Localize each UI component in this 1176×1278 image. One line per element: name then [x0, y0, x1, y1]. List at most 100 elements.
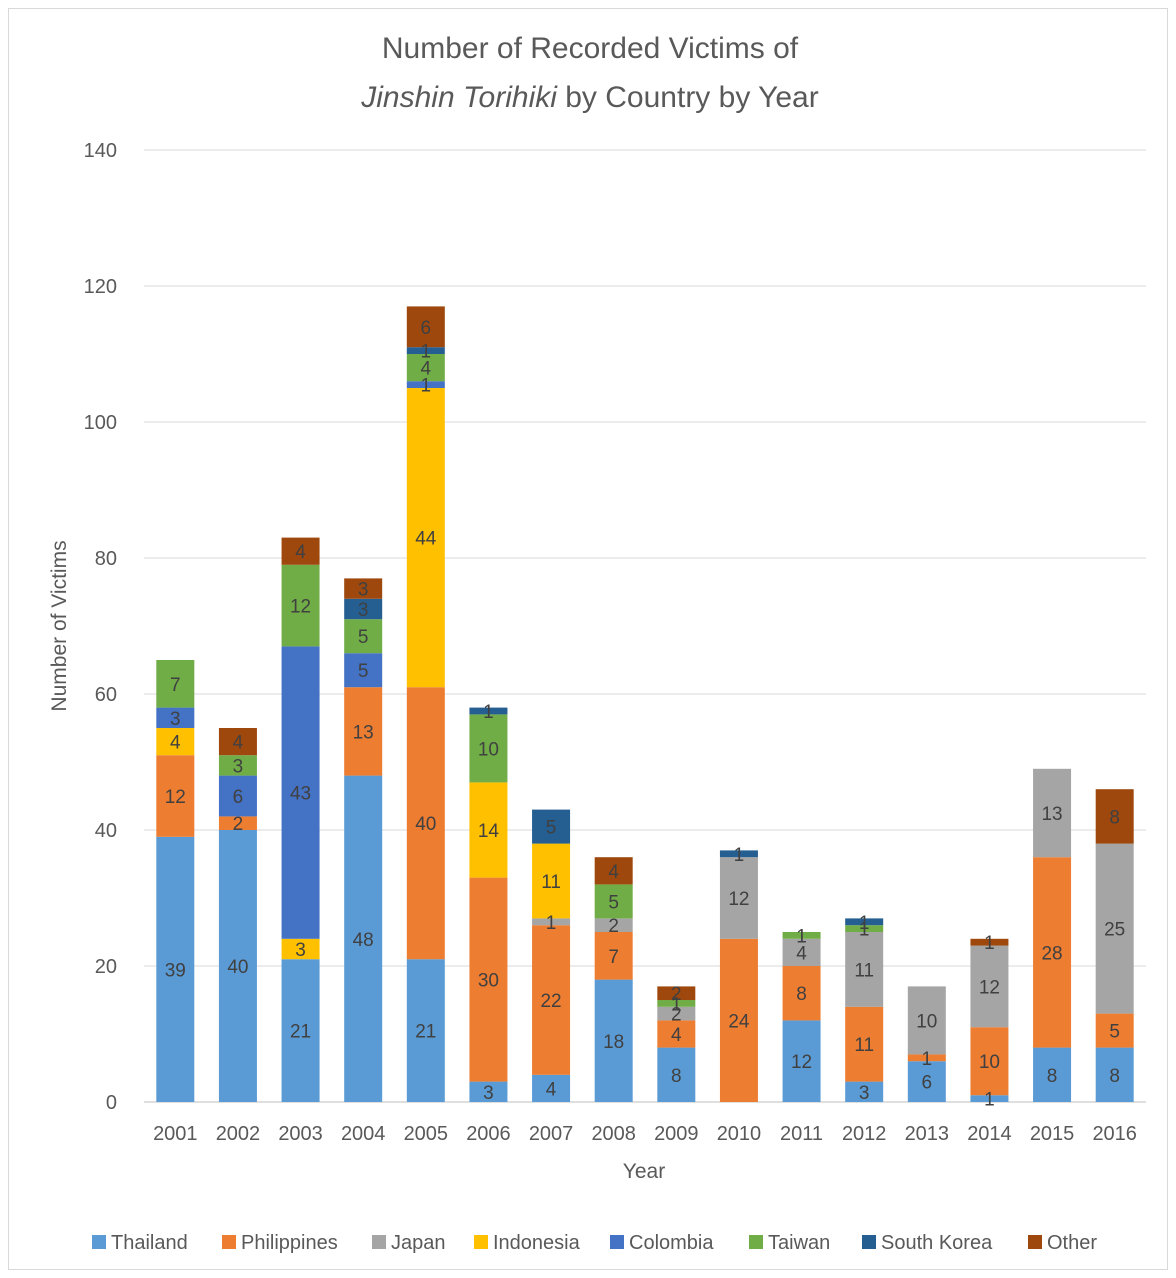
bar-segment: [469, 714, 508, 783]
chart-title-italic-part: Jinshin Torihiki: [360, 81, 558, 114]
bar-segment: [406, 354, 445, 382]
bar-segment: [657, 1006, 696, 1021]
x-tick-label: 2003: [278, 1123, 323, 1145]
data-label: 22: [540, 991, 561, 1012]
bar-segment: [218, 728, 257, 756]
bar-segment: [406, 381, 445, 388]
bar-segment: [594, 979, 633, 1102]
bar-segment: [281, 646, 320, 939]
data-label: 39: [165, 960, 186, 981]
data-label: 40: [227, 957, 248, 978]
bar-segment: [156, 755, 195, 837]
y-tick-label: 60: [95, 684, 117, 706]
bar-segment: [1095, 1013, 1134, 1048]
legend: Thailand Philippines Japan Indonesia Colombi…: [92, 1232, 1097, 1254]
bar-segment: [719, 850, 758, 858]
y-axis-title: Number of Victims: [48, 540, 71, 711]
data-label: 12: [979, 977, 1000, 998]
bar-segment: [719, 857, 758, 939]
data-label: 1: [546, 913, 557, 934]
x-tick-label: 2015: [1030, 1123, 1075, 1145]
data-label: 12: [728, 889, 749, 910]
x-tick-label: 2001: [153, 1123, 198, 1145]
data-labels: 3912437402634213431244813553321404414163…: [165, 318, 1126, 1111]
data-label: 6: [922, 1073, 933, 1094]
bars: [156, 306, 1134, 1102]
legend-label: Taiwan: [768, 1232, 830, 1254]
bar-segment: [218, 830, 257, 1102]
data-label: 1: [859, 913, 870, 934]
bar-segment: [406, 306, 445, 348]
data-label: 2: [608, 916, 619, 937]
bar-segment: [281, 938, 320, 960]
data-label: 4: [796, 943, 807, 964]
x-tick-label: 2016: [1092, 1123, 1137, 1145]
data-label: 2: [671, 1005, 682, 1026]
chart-title-rest-part: by Country by Year: [557, 81, 819, 114]
y-tick-label: 140: [84, 140, 117, 162]
bar-segment: [406, 959, 445, 1102]
data-label: 1: [922, 1049, 933, 1070]
bar-segment: [344, 687, 383, 776]
y-tick-label: 120: [84, 276, 117, 298]
bar-segment: [594, 918, 633, 932]
x-tick-label: 2005: [404, 1123, 449, 1145]
chart-title-line1: Number of Recorded Victims of: [382, 32, 799, 65]
bar-segment: [1033, 1047, 1072, 1102]
bar-segment: [218, 755, 257, 776]
bar-segment: [532, 918, 571, 926]
data-label: 25: [1104, 920, 1125, 941]
legend-label: South Korea: [881, 1232, 993, 1254]
legend-swatch: [474, 1235, 488, 1249]
bar-segment: [657, 1020, 696, 1048]
legend-swatch: [862, 1235, 876, 1249]
bar-segment: [845, 932, 884, 1007]
data-label: 8: [1047, 1066, 1058, 1087]
legend-swatch: [372, 1235, 386, 1249]
data-label: 7: [608, 947, 619, 968]
data-label: 3: [859, 1083, 870, 1104]
data-label: 18: [603, 1032, 624, 1053]
bar-segment: [970, 945, 1009, 1028]
data-label: 13: [1041, 804, 1062, 825]
bar-segment: [406, 687, 445, 960]
data-label: 43: [290, 784, 311, 805]
data-label: 4: [233, 733, 244, 754]
data-label: 7: [170, 675, 181, 696]
bar-segment: [594, 857, 633, 885]
bar-segment: [156, 660, 195, 708]
bar-segment: [406, 347, 445, 354]
y-tick-label: 80: [95, 548, 117, 570]
x-tick-label: 2006: [466, 1123, 511, 1145]
data-label: 12: [791, 1052, 812, 1073]
data-label: 11: [541, 872, 561, 893]
x-axis-ticks: 2001 2002 2003 2004 2005 2006 2007 2008 2009 2010…: [153, 1123, 1137, 1145]
bar-segment: [782, 932, 821, 939]
data-label: 10: [478, 739, 499, 760]
bar-segment: [782, 938, 821, 966]
data-label: 8: [1109, 807, 1120, 828]
bar-segment: [156, 707, 195, 728]
bar-segment: [1033, 857, 1072, 1048]
data-label: 3: [358, 600, 369, 621]
bar-segment: [907, 986, 946, 1055]
bar-segment: [156, 728, 195, 756]
legend-label: Colombia: [629, 1232, 714, 1254]
data-label: 2: [671, 984, 682, 1005]
data-label: 21: [290, 1022, 311, 1043]
x-tick-label: 2013: [905, 1123, 950, 1145]
data-label: 21: [415, 1022, 436, 1043]
bar-segment: [218, 816, 257, 830]
x-tick-label: 2004: [341, 1123, 386, 1145]
data-label: 1: [421, 376, 432, 397]
data-label: 10: [916, 1011, 937, 1032]
data-label: 4: [546, 1079, 557, 1100]
data-label: 8: [671, 1066, 682, 1087]
bar-segment: [156, 836, 195, 1102]
bar-segment: [782, 1020, 821, 1102]
data-label: 1: [796, 926, 807, 947]
x-tick-label: 2007: [529, 1123, 574, 1145]
bar-segment: [1033, 768, 1072, 858]
data-label: 28: [1041, 943, 1062, 964]
data-label: 11: [854, 960, 874, 981]
